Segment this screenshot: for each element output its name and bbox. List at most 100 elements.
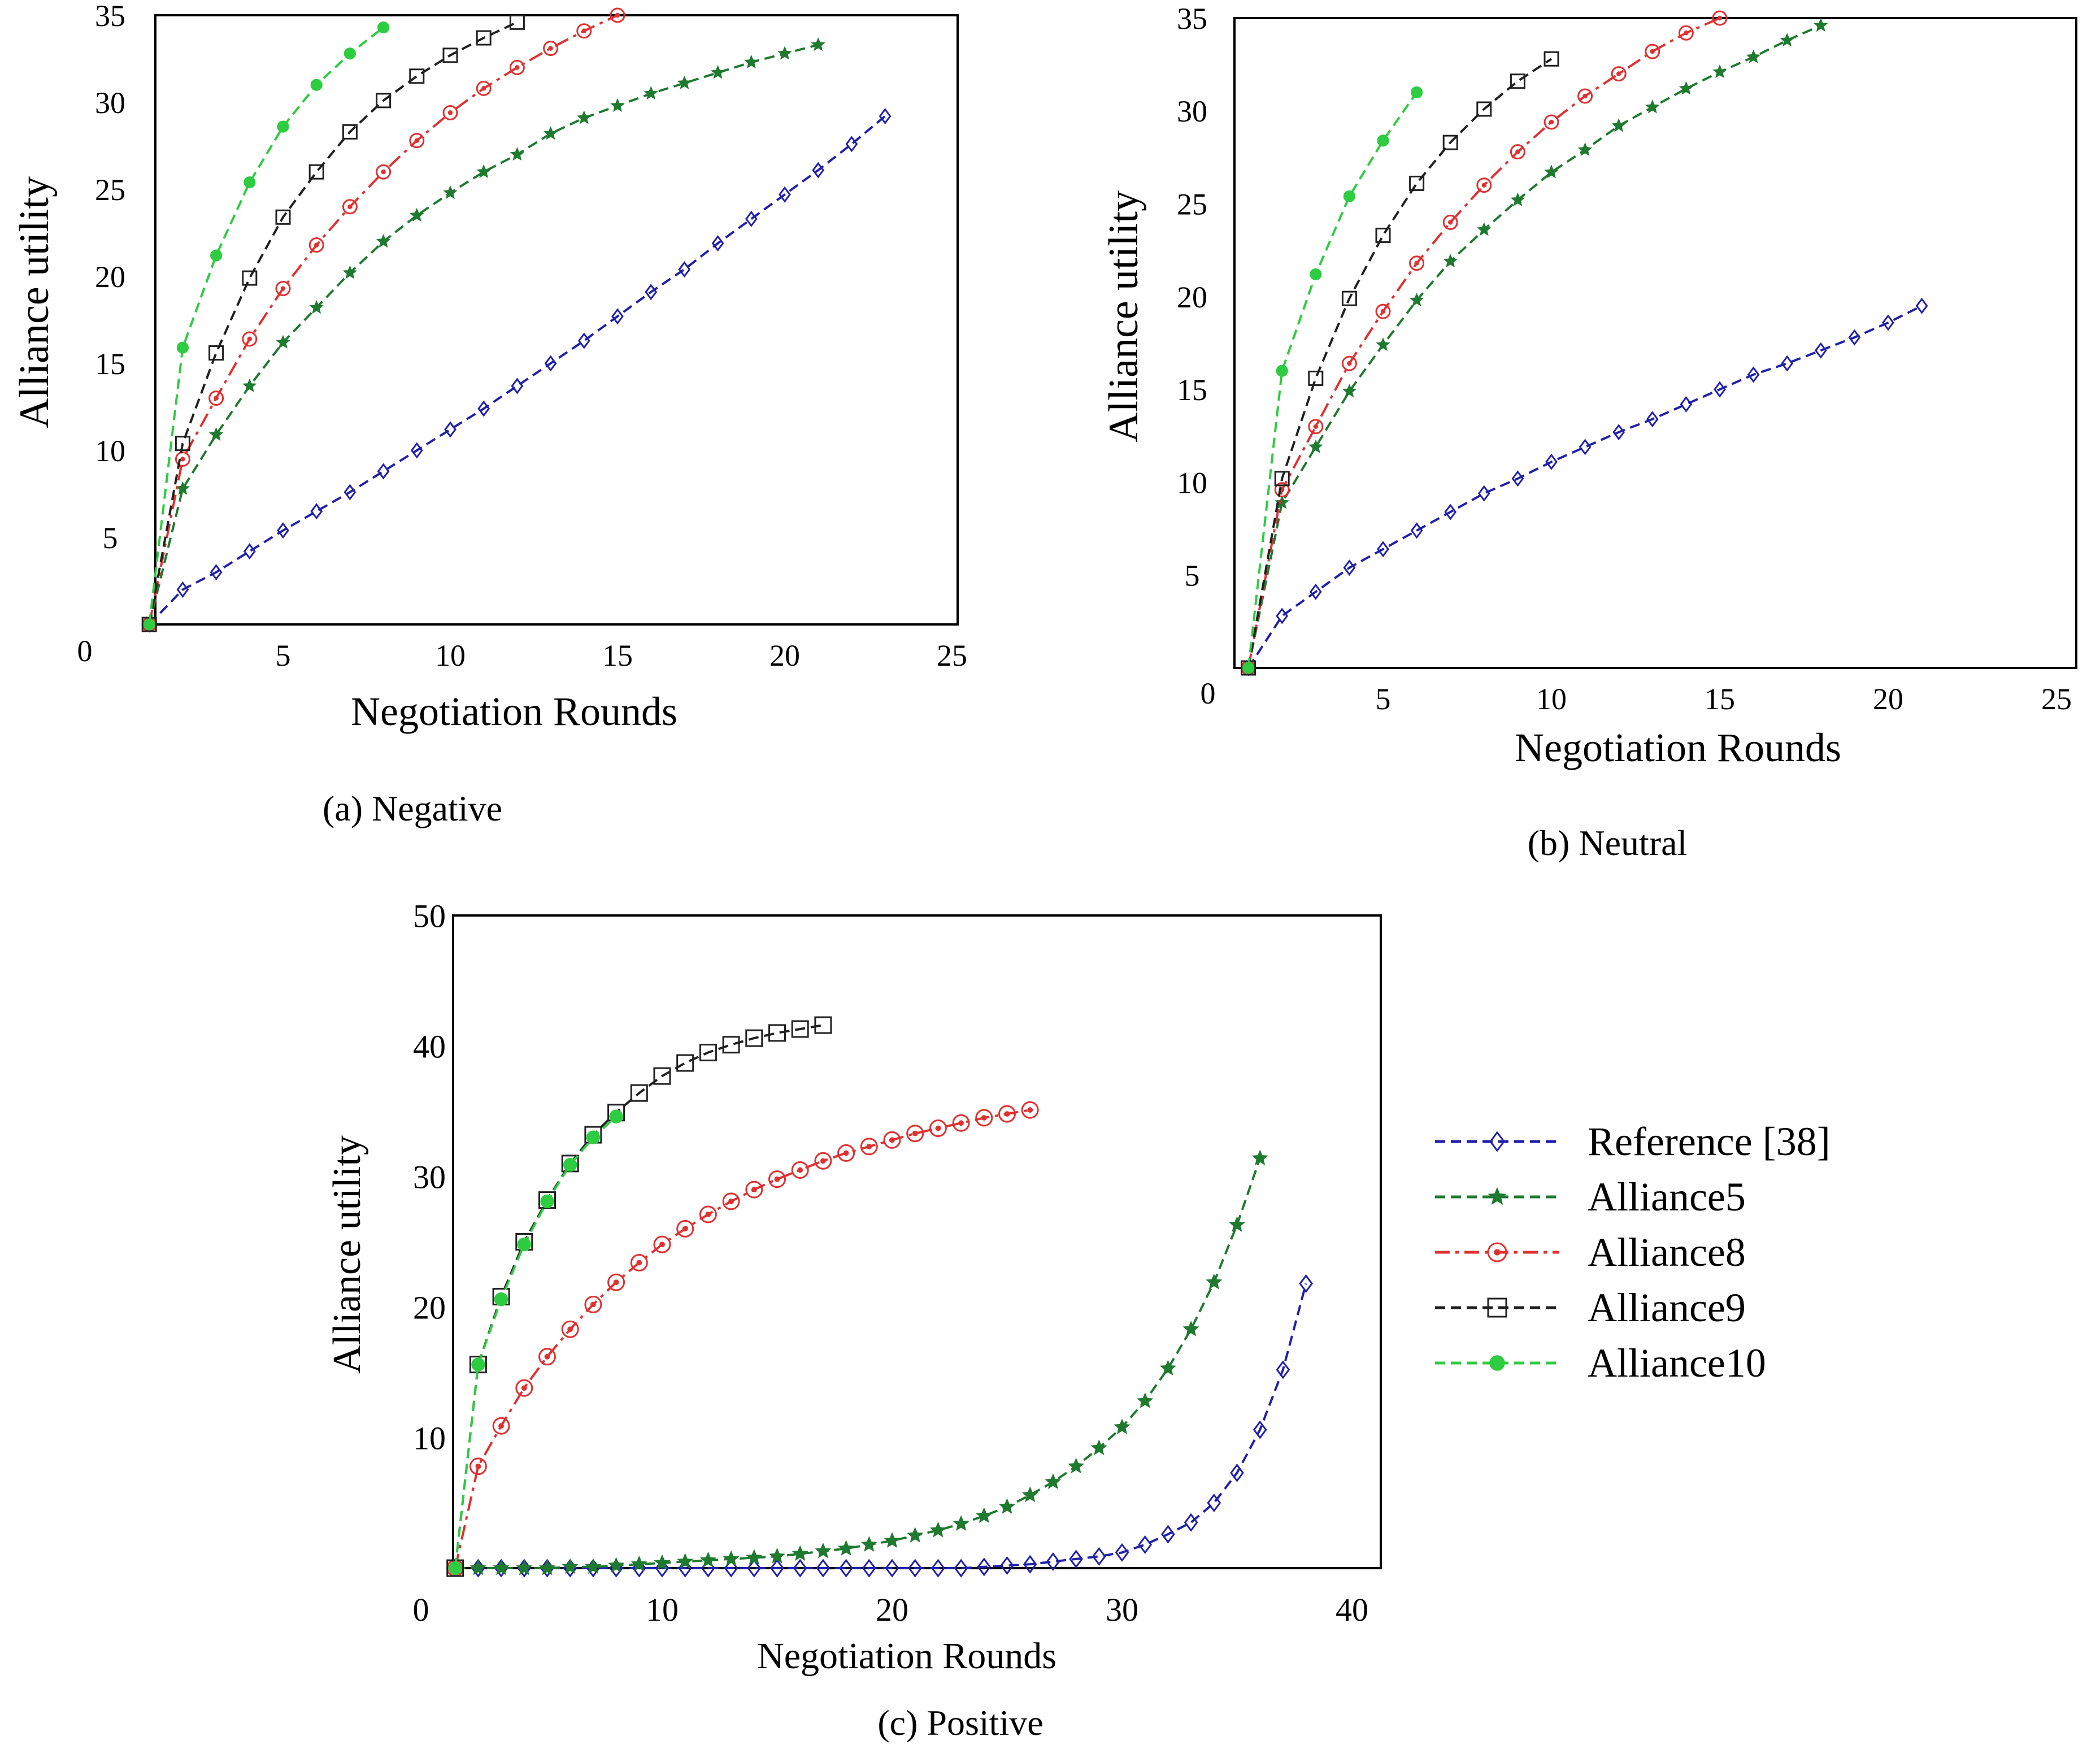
data-point-a10 (310, 79, 323, 91)
legend-label: Alliance9 (1588, 1285, 1746, 1330)
data-point-ref (210, 564, 223, 581)
data-point-ref (1000, 1556, 1014, 1575)
data-point-a10 (1343, 190, 1355, 203)
data-point-ref (954, 1559, 968, 1578)
data-point-ref (1646, 411, 1659, 428)
data-point-ref (1184, 1513, 1198, 1532)
data-point-a9 (768, 1024, 786, 1042)
data-point-a5 (699, 1551, 716, 1568)
data-point-a8 (1712, 10, 1728, 26)
data-point-a9 (653, 1067, 671, 1085)
series-layer (446, 1016, 1313, 1578)
data-point-a10 (448, 1561, 462, 1576)
x-tick-label: 5 (276, 639, 291, 672)
data-point-a8-center (381, 170, 386, 175)
x-tick-label: 0 (77, 634, 93, 668)
data-point-a5 (998, 1498, 1016, 1514)
data-point-a8-center (280, 286, 286, 291)
caption-neutral: (b) Neutral (1528, 823, 1688, 863)
tick-labels: 0 10 20 30 40 10 20 30 40 50 (413, 897, 1369, 1628)
data-point-a10 (609, 1109, 623, 1123)
data-point-a8-center (774, 1176, 780, 1182)
data-point-a5 (1712, 64, 1727, 79)
plot-frame (1233, 17, 2077, 669)
data-point-a5 (777, 46, 792, 60)
x-tick-label: 10 (646, 1591, 679, 1628)
data-point-a8 (584, 1295, 602, 1313)
data-point-a5 (644, 86, 658, 100)
data-point-ref (931, 1559, 945, 1578)
data-point-ref (444, 421, 456, 438)
x-tick-label: 5 (1376, 682, 1391, 716)
data-point-a8 (952, 1114, 970, 1132)
data-point-a5 (723, 1550, 740, 1566)
data-point-a8 (476, 80, 492, 96)
data-point-a8 (492, 1417, 510, 1435)
data-point-a10 (210, 249, 223, 262)
data-point-a8 (1611, 66, 1627, 82)
data-point-ref (1511, 470, 1524, 487)
data-point-a9 (1308, 370, 1324, 386)
data-point-ref (747, 1559, 762, 1578)
data-point-ref (885, 1559, 899, 1578)
data-point-ref (1882, 314, 1894, 331)
data-point-a9 (208, 345, 224, 361)
data-point-ref (1545, 453, 1558, 470)
series-a10 (143, 21, 390, 631)
data-point-a8 (1341, 355, 1357, 371)
data-point-a8-center (1616, 71, 1621, 76)
data-point-a8-center (521, 1385, 527, 1391)
data-point-a8 (376, 164, 392, 180)
data-point-a8-center (636, 1260, 642, 1266)
data-point-a5 (543, 126, 558, 140)
series-line-a8 (1247, 17, 1720, 669)
data-point-a5 (744, 54, 759, 68)
data-point-a5 (1045, 1473, 1062, 1489)
data-point-a5 (811, 37, 825, 51)
data-point-ref (977, 1557, 992, 1577)
data-point-a9 (1442, 134, 1458, 150)
data-point-a8 (975, 1109, 993, 1127)
data-point-a8 (607, 1273, 625, 1291)
data-point-ref (845, 136, 858, 153)
data-point-a5 (1409, 293, 1424, 307)
data-point-a5 (677, 75, 692, 89)
x-tick-label: 25 (2041, 682, 2072, 716)
data-point-a9 (442, 47, 458, 63)
data-point-a8 (883, 1131, 901, 1149)
legend-swatch-marker (1487, 1297, 1507, 1318)
data-point-ref (1377, 541, 1389, 558)
data-point-ref (1115, 1543, 1129, 1562)
x-tick-label: 0 (1201, 676, 1216, 710)
data-point-a5 (1159, 1360, 1176, 1375)
series-line-a10 (1247, 92, 1418, 669)
data-point-a8-center (682, 1226, 688, 1232)
x-tick-label: 20 (876, 1591, 908, 1628)
data-point-a8 (1544, 114, 1559, 130)
data-point-a8-center (1549, 119, 1554, 125)
series-line-ref (455, 1283, 1307, 1569)
legend-item-a8: Alliance8 (1435, 1230, 1746, 1275)
data-point-a5 (1645, 99, 1660, 114)
data-point-a8-center (214, 396, 219, 401)
panel-negative: 0 5 10 15 20 25 5 10 15 20 25 30 35 Negotiation Roun… (11, 0, 967, 828)
data-point-ref (176, 581, 189, 598)
data-point-a8 (1678, 25, 1694, 41)
data-point-a8-center (544, 1353, 550, 1360)
data-point-a8 (1645, 44, 1660, 59)
legend-item-a5: Alliance5 (1435, 1174, 1746, 1219)
data-point-a9 (1409, 175, 1425, 191)
legend-swatch-marker (1489, 1131, 1505, 1152)
data-point-ref (344, 484, 356, 501)
data-point-a8-center (548, 46, 553, 51)
legend-item-ref: Reference [38] (1435, 1119, 1831, 1164)
data-point-a8 (1510, 144, 1525, 160)
data-point-a8-center (447, 110, 453, 115)
data-point-ref (1023, 1555, 1037, 1574)
panel-positive: 0 10 20 30 40 10 20 30 40 50 Negotiation Rounds A… (325, 897, 1382, 1743)
data-point-a5 (469, 1559, 486, 1576)
data-point-a10 (517, 1237, 531, 1252)
tick-labels: 0 5 10 15 20 25 5 10 15 20 25 30 35 (77, 0, 968, 672)
data-point-a9 (676, 1054, 694, 1072)
data-point-ref (1477, 485, 1490, 502)
